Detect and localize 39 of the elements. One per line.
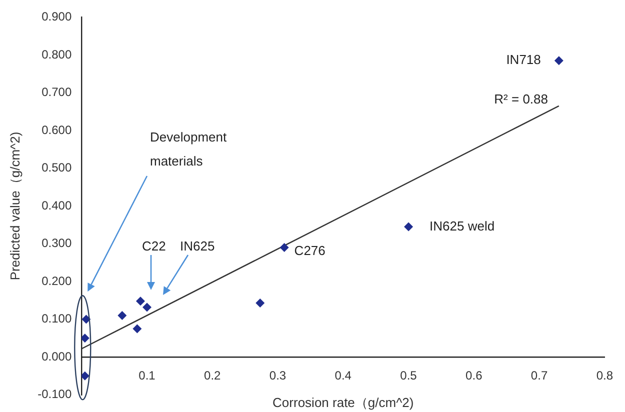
- x-tick-label: 0.1: [138, 368, 156, 383]
- point: [82, 334, 90, 343]
- y-tick-label: 0.100: [42, 312, 72, 326]
- annotation: IN625 weld: [430, 218, 495, 234]
- point: [132, 324, 142, 334]
- x-tick-label: 0.6: [466, 368, 483, 383]
- x-tick-label: 0.5: [400, 368, 418, 383]
- y-tick-label: 0.500: [42, 160, 72, 175]
- x-tick-label: 0.4: [334, 368, 352, 383]
- x-tick-label: 0.3: [269, 368, 286, 383]
- point: [82, 314, 91, 324]
- y-axis-title: Predicted value（g/cm^2): [7, 132, 22, 280]
- annotation: C22: [142, 238, 166, 254]
- y-tick-label: 0.800: [42, 47, 72, 62]
- y-tick-label: 0.200: [42, 274, 72, 288]
- x-tick-label: 0.2: [204, 368, 222, 383]
- point: [404, 222, 414, 232]
- point: [554, 56, 564, 66]
- y-tick-label: 0.700: [42, 85, 72, 100]
- point: [136, 296, 145, 306]
- x-axis-title: Corrosion rate（g/cm^2): [272, 394, 414, 410]
- y-tick-label: 0.900: [42, 10, 72, 24]
- y-tick-label: -0.100: [38, 387, 72, 402]
- point: [82, 371, 90, 380]
- point: [280, 243, 289, 252]
- annotation: C276: [294, 243, 326, 258]
- annotation: IN718: [506, 52, 541, 68]
- annotation: Development materials: [150, 130, 227, 169]
- y-tick-label: 0.600: [42, 122, 72, 137]
- y-tick-label: 0.300: [42, 236, 72, 250]
- point: [118, 311, 127, 320]
- y-tick-label: 0.400: [42, 198, 72, 212]
- x-tick-label: 0.7: [530, 368, 548, 383]
- annotation: R² = 0.88: [494, 92, 548, 107]
- annotation: IN625: [180, 238, 215, 254]
- x-tick-label: 0.8: [596, 368, 614, 383]
- y-tick-label: 0.000: [42, 349, 72, 364]
- point: [142, 302, 152, 312]
- point: [256, 298, 265, 308]
